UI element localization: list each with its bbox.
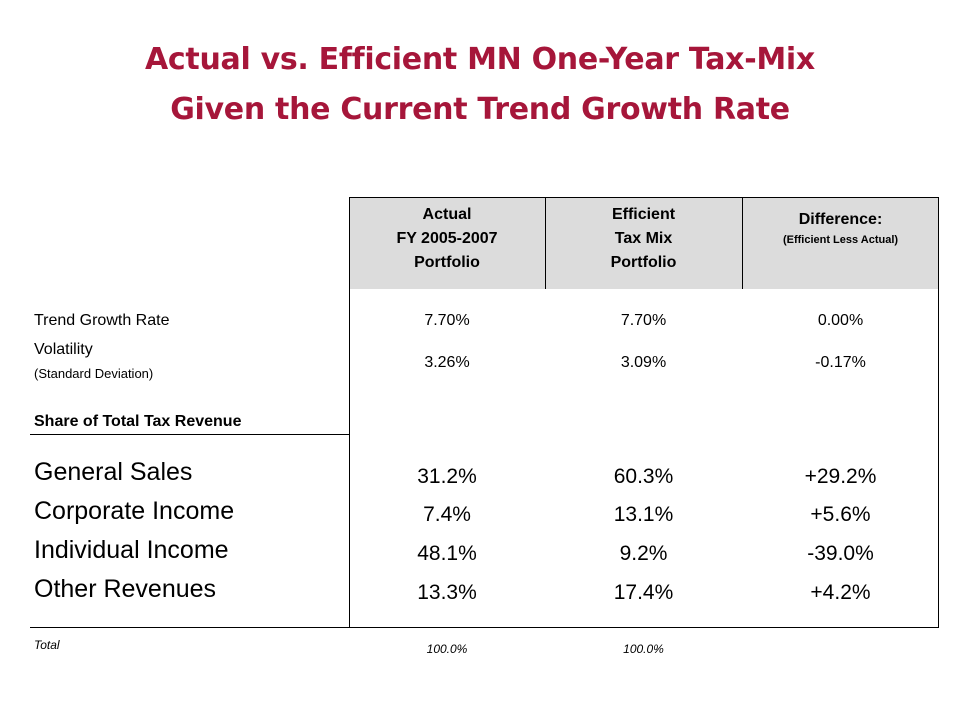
header-efficient: Efficient Tax Mix Portfolio (610, 206, 677, 271)
table-header-background (349, 197, 939, 289)
individual-efficient: 9.2% (619, 542, 668, 565)
trend-actual: 7.70% (424, 312, 470, 329)
slide-title-line-1: Actual vs. Efficient MN One-Year Tax-Mix (145, 42, 815, 77)
row-sublabel-standard-deviation: (Standard Deviation) (34, 366, 154, 381)
header-difference: Difference: (Efficient Less Actual) (782, 211, 899, 246)
trend-difference: 0.00% (817, 312, 864, 329)
share-header-underline (30, 434, 350, 435)
individual-actual: 48.1% (417, 542, 477, 565)
volatility-difference: -0.17% (815, 354, 866, 371)
corporate-actual: 7.4% (423, 503, 471, 526)
other-efficient: 17.4% (613, 581, 674, 604)
header-top-border (349, 197, 939, 198)
volatility-efficient: 3.09% (620, 354, 667, 371)
row-label-individual-income: Individual Income (34, 536, 229, 564)
row-label-other-revenues: Other Revenues (34, 575, 217, 603)
row-label-general-sales: General Sales (34, 458, 193, 486)
general-sales-actual: 31.2% (417, 465, 477, 488)
general-sales-efficient: 60.3% (613, 465, 674, 488)
other-difference: +4.2% (810, 581, 871, 604)
row-label-corporate-income: Corporate Income (34, 497, 235, 525)
individual-difference: -39.0% (807, 542, 874, 565)
header-actual: Actual FY 2005-2007 Portfolio (396, 206, 498, 271)
general-sales-difference: +29.2% (804, 465, 877, 488)
row-label-total: Total (34, 638, 60, 652)
trend-efficient: 7.70% (620, 312, 667, 329)
corporate-efficient: 13.1% (613, 503, 674, 526)
other-actual: 13.3% (417, 581, 477, 604)
column-divider-1 (349, 197, 350, 627)
row-label-trend-growth-rate: Trend Growth Rate (34, 312, 170, 329)
slide-title-line-2: Given the Current Trend Growth Rate (170, 92, 790, 127)
column-divider-right (938, 197, 939, 627)
volatility-actual: 3.26% (424, 354, 470, 371)
row-label-volatility: Volatility (34, 341, 93, 358)
total-actual: 100.0% (426, 642, 468, 656)
column-divider-2 (545, 197, 546, 289)
section-label-share-of-total-tax-revenue: Share of Total Tax Revenue (34, 413, 242, 430)
total-separator-line (30, 627, 939, 628)
total-efficient: 100.0% (623, 642, 664, 656)
column-divider-3 (742, 197, 743, 289)
corporate-difference: +5.6% (810, 503, 871, 526)
